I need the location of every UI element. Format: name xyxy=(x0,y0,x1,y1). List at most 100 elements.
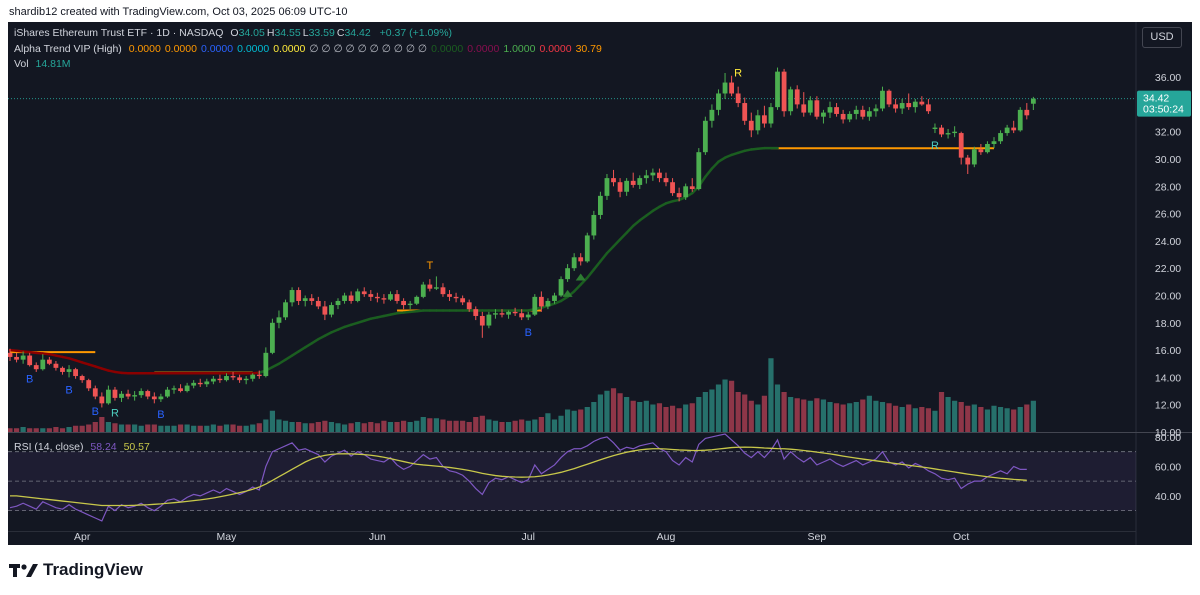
price-tick-label: 12.00 xyxy=(1155,400,1181,412)
candle-body xyxy=(552,295,557,301)
candle-body xyxy=(866,111,872,117)
volume-bar xyxy=(53,427,59,432)
volume-bar xyxy=(296,422,302,432)
volume-bar xyxy=(479,415,485,432)
volume-bar xyxy=(171,425,177,432)
volume-bar xyxy=(801,399,807,432)
candle-body xyxy=(210,378,216,382)
candle-body xyxy=(781,71,787,112)
candle-body xyxy=(991,141,997,144)
candle-body xyxy=(840,113,846,120)
volume-bar xyxy=(584,407,590,432)
candle-body xyxy=(165,389,170,397)
volume-bar xyxy=(86,424,92,432)
rsi-label[interactable]: RSI (14, close) xyxy=(14,441,84,453)
candle-body xyxy=(79,376,85,381)
volume-bar xyxy=(460,420,466,432)
volume-bar xyxy=(558,415,564,432)
volume-bar xyxy=(1030,400,1036,432)
signal-label: B xyxy=(525,327,532,339)
signal-label: B xyxy=(92,406,99,418)
volume-bar xyxy=(997,407,1004,432)
candle-body xyxy=(630,180,636,185)
volume-bar xyxy=(282,420,289,432)
volume-bar xyxy=(663,407,669,432)
candle-body xyxy=(256,374,262,377)
volume-bar xyxy=(893,405,899,432)
candle-body xyxy=(506,311,511,315)
volume-bar xyxy=(899,407,905,432)
volume-bar xyxy=(66,427,72,432)
ohlc-value: 34.42 xyxy=(344,27,371,39)
price-tag xyxy=(1137,90,1191,117)
ohlc-key: H xyxy=(266,27,275,39)
volume-bar xyxy=(965,405,971,432)
buy-triangle-marker xyxy=(575,273,586,281)
candle-body xyxy=(1011,127,1017,131)
indicator-value: 0.0000 xyxy=(237,43,270,55)
volume-bar xyxy=(912,408,918,432)
volume-bar xyxy=(571,410,577,432)
candle-body xyxy=(650,172,656,176)
indicator-value: 30.79 xyxy=(575,43,602,55)
candle-body xyxy=(578,257,584,262)
candle-body xyxy=(460,298,466,303)
volume-bar xyxy=(341,424,348,432)
time-tick-label: Aug xyxy=(657,531,676,543)
alpha-trend-segment xyxy=(277,358,287,365)
volume-bar xyxy=(184,424,190,432)
brand-name: TradingView xyxy=(43,560,143,579)
candle-body xyxy=(20,355,26,360)
candle-body xyxy=(958,133,964,158)
volume-bar xyxy=(748,400,754,432)
candle-body xyxy=(289,290,295,303)
candle-body xyxy=(834,107,839,114)
ohlc-key: L xyxy=(302,27,309,39)
volume-bar xyxy=(505,422,512,432)
legend-symbol-row: iShares Ethereum Trust ETF · 1D · NASDAQ… xyxy=(14,27,456,39)
alpha-trend-segment xyxy=(631,219,642,228)
alpha-trend-segment xyxy=(572,283,582,293)
volume-bar xyxy=(735,392,741,432)
volume-label[interactable]: Vol xyxy=(14,58,29,70)
indicator-value: 0.0000 xyxy=(467,43,500,55)
tradingview-logo[interactable]: TradingView xyxy=(9,560,143,580)
candle-body xyxy=(598,195,603,215)
volume-bar xyxy=(59,428,66,432)
candle-body xyxy=(971,149,977,165)
volume-bar xyxy=(886,403,892,432)
currency-button[interactable]: USD xyxy=(1142,27,1182,48)
volume-bar xyxy=(138,425,144,432)
volume-bar xyxy=(256,423,262,432)
volume-bar xyxy=(250,424,256,432)
volume-bar xyxy=(833,403,840,432)
volume-bar xyxy=(617,393,623,432)
volume-bar xyxy=(1011,409,1017,432)
volume-bar xyxy=(335,423,341,432)
price-tick-label: 36.00 xyxy=(1155,72,1181,84)
volume-bar xyxy=(932,410,938,432)
signal-label: R xyxy=(734,68,742,80)
candle-body xyxy=(853,109,859,114)
volume-bar xyxy=(991,405,997,432)
volume-bar xyxy=(13,428,20,432)
indicator-value: 0.0000 xyxy=(273,43,306,55)
volume-bar xyxy=(217,425,223,432)
indicator-value: ∅ ∅ ∅ ∅ ∅ ∅ ∅ ∅ ∅ ∅ xyxy=(309,43,428,55)
candle-body xyxy=(762,115,767,124)
candle-body xyxy=(315,300,321,307)
price-tick-label: 16.00 xyxy=(1155,345,1181,357)
tradingview-logo-icon xyxy=(9,563,38,577)
candle-body xyxy=(33,365,39,370)
volume-bar xyxy=(243,425,249,432)
price-tick-label: 18.00 xyxy=(1155,318,1181,330)
symbol-name[interactable]: iShares Ethereum Trust ETF · 1D · NASDAQ xyxy=(14,27,224,39)
candle-body xyxy=(1030,98,1036,104)
rsi-tick-label: 60.00 xyxy=(1155,461,1181,473)
candle-body xyxy=(807,100,813,113)
indicator-name[interactable]: Alpha Trend VIP (High) xyxy=(14,43,122,55)
candle-body xyxy=(716,93,721,110)
candle-body xyxy=(243,378,249,381)
